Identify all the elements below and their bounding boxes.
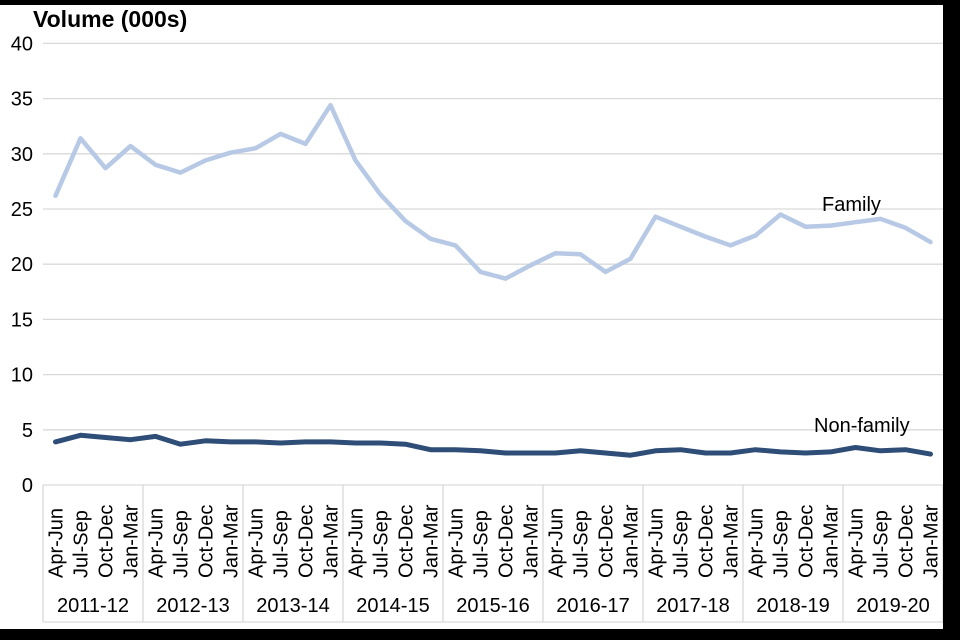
quarter-label: Oct-Dec	[196, 505, 218, 578]
year-label: 2016-17	[556, 595, 629, 617]
quarter-label: Jul-Sep	[771, 510, 793, 578]
year-label: 2017-18	[656, 595, 729, 617]
y-tick-label-20: 20	[11, 254, 33, 276]
quarter-label: Jul-Sep	[371, 510, 393, 578]
quarter-label: Jul-Sep	[471, 510, 493, 578]
quarter-label: Apr-Jun	[546, 508, 568, 578]
quarter-label: Oct-Dec	[796, 505, 818, 578]
year-label: 2019-20	[856, 595, 929, 617]
chart-title: Volume (000s)	[33, 6, 188, 32]
quarter-label: Jan-Mar	[521, 504, 543, 578]
year-label: 2011-12	[57, 595, 129, 617]
quarter-label: Jul-Sep	[571, 510, 593, 578]
quarter-label: Oct-Dec	[896, 505, 918, 578]
year-label: 2018-19	[756, 595, 829, 617]
right-border-bar	[943, 0, 960, 640]
family-series-line	[53, 102, 933, 281]
quarter-label: Jul-Sep	[171, 510, 193, 578]
quarter-label: Oct-Dec	[96, 505, 118, 578]
quarter-label: Oct-Dec	[296, 505, 318, 578]
year-label: 2012-13	[156, 595, 229, 617]
quarter-label: Apr-Jun	[46, 508, 68, 578]
quarter-label: Jan-Mar	[321, 504, 343, 578]
quarter-label: Oct-Dec	[696, 505, 718, 578]
y-tick-label-5: 5	[22, 420, 33, 442]
quarter-label: Jul-Sep	[271, 510, 293, 578]
quarter-label: Jul-Sep	[671, 510, 693, 578]
quarter-label: Apr-Jun	[646, 508, 668, 578]
nonfamily-series-label: Non-family	[814, 415, 910, 437]
y-tick-label-35: 35	[11, 89, 33, 111]
quarter-label: Apr-Jun	[246, 508, 268, 578]
bottom-border-bar	[0, 629, 960, 640]
y-tick-label-40: 40	[11, 33, 33, 55]
quarter-label: Jan-Mar	[421, 504, 443, 578]
quarter-label: Jan-Mar	[921, 504, 943, 578]
y-tick-label-30: 30	[11, 144, 33, 166]
y-tick-label-0: 0	[22, 475, 33, 497]
quarter-label: Jul-Sep	[71, 510, 93, 578]
y-tick-label-15: 15	[11, 309, 33, 331]
quarter-label: Oct-Dec	[396, 505, 418, 578]
top-border-bar	[0, 0, 960, 5]
quarter-label: Apr-Jun	[346, 508, 368, 578]
quarter-label: Jan-Mar	[721, 504, 743, 578]
year-label: 2013-14	[256, 595, 329, 617]
quarter-label: Apr-Jun	[846, 508, 868, 578]
quarter-label: Jan-Mar	[221, 504, 243, 578]
quarter-label: Jan-Mar	[821, 504, 843, 578]
year-label: 2015-16	[456, 595, 529, 617]
y-tick-label-10: 10	[11, 365, 33, 387]
quarter-label: Apr-Jun	[746, 508, 768, 578]
quarter-label: Jan-Mar	[621, 504, 643, 578]
quarter-label: Oct-Dec	[496, 505, 518, 578]
quarter-label: Jul-Sep	[871, 510, 893, 578]
year-label: 2014-15	[356, 595, 429, 617]
quarter-label: Oct-Dec	[596, 505, 618, 578]
quarter-label: Apr-Jun	[146, 508, 168, 578]
quarter-label: Apr-Jun	[446, 508, 468, 578]
non-family-series-line	[53, 432, 933, 458]
quarter-label: Jan-Mar	[121, 504, 143, 578]
y-tick-label-25: 25	[11, 199, 33, 221]
family-series-label: Family	[822, 194, 881, 216]
